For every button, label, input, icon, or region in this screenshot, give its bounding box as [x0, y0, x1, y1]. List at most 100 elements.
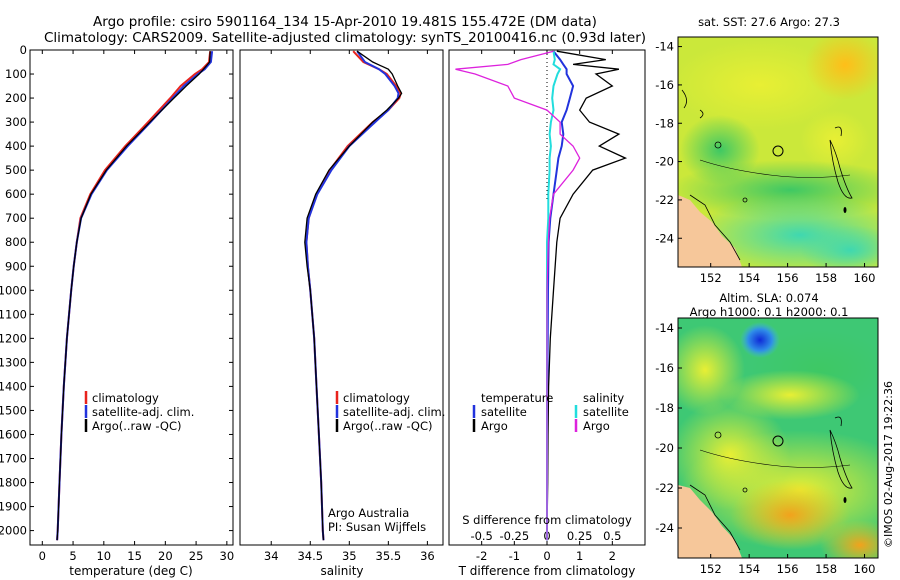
y-tick-label: 2000: [0, 524, 27, 538]
x-tick-label: 10: [96, 549, 111, 563]
difference-xlabel: T difference from climatology: [458, 564, 636, 578]
profile-legend-2: climatology satellite-adj. clim. Argo(..…: [335, 391, 445, 433]
sst-map-ticks: 152 154 156 158 160 -14 -16 -18 -20 -22 -24: [655, 40, 875, 285]
salinity-panel: 34 34.5 35 35.5 36 salinity climatology sate…: [239, 49, 445, 578]
legend-t-argo: Argo: [481, 419, 508, 433]
y-tick-label: 700: [5, 211, 27, 225]
map-x-tick-label: 152: [700, 271, 722, 285]
s-tick-label: -0.25: [499, 529, 529, 543]
title-line-1: Argo profile: csiro 5901164_134 15-Apr-2…: [93, 14, 597, 30]
y-tick-label: 600: [5, 187, 27, 201]
y-tick-label: 1600: [0, 427, 27, 441]
series-line-climatology: [56, 51, 212, 541]
y-tick-label: 1300: [0, 355, 27, 369]
legend-temperature-header: temperature: [481, 391, 553, 405]
difference-panel: -2 -1 0 1 2-0.5 -0.25 0 0.25 0.5 S difference fr…: [448, 49, 646, 578]
credit-line-1: Argo Australia: [328, 506, 409, 520]
y-tick-label: 400: [5, 139, 27, 153]
temperature-axes-box: [29, 49, 234, 546]
x-tick-label: 25: [189, 549, 204, 563]
legend-label-climatology: climatology: [92, 391, 159, 405]
y-tick-label: 1100: [0, 307, 27, 321]
map-y-tick-label: -20: [655, 155, 674, 169]
sla-map-field: [678, 318, 878, 558]
legend-salinity-header: salinity: [583, 391, 624, 405]
series-line-s-argo: [455, 50, 581, 541]
x-tick-label: 1: [576, 549, 583, 563]
legend-label-argo: Argo(..raw -QC): [343, 419, 433, 433]
s-tick-label: 0.5: [603, 529, 621, 543]
legend-label-satellite: satellite-adj. clim.: [343, 405, 445, 419]
x-tick-label: 5: [69, 549, 76, 563]
map-x-tick-label: 160: [854, 562, 876, 576]
map-y-tick-label: -22: [655, 193, 674, 207]
map-y-tick-label: -24: [655, 521, 674, 535]
y-tick-label: 900: [5, 259, 27, 273]
x-tick-label: 15: [127, 549, 142, 563]
difference-lines: [455, 50, 628, 541]
imos-timestamp: ©IMOS 02-Aug-2017 19:22:36: [882, 381, 895, 548]
x-tick-label: 35: [342, 549, 357, 563]
x-tick-label: 30: [220, 549, 235, 563]
y-tick-label: 500: [5, 163, 27, 177]
y-tick-label: 1400: [0, 379, 27, 393]
series-line-argo-raw-qc-: [56, 51, 211, 541]
legend-label-argo: Argo(..raw -QC): [92, 419, 182, 433]
sst-map-field: [678, 37, 878, 267]
title-line-2: Climatology: CARS2009. Satellite-adjuste…: [44, 30, 646, 46]
map-x-tick-label: 154: [738, 562, 760, 576]
y-tick-label: 300: [5, 115, 27, 129]
float-position-marker: [772, 145, 784, 157]
y-tick-label: 1900: [0, 500, 27, 514]
x-tick-label: 0: [39, 549, 46, 563]
map-y-tick-label: -18: [655, 116, 674, 130]
sst-map-title: sat. SST: 27.6 Argo: 27.3: [698, 15, 840, 29]
sst-map-frame: [677, 36, 879, 268]
s-tick-label: -0.5: [470, 529, 492, 543]
x-tick-label: 20: [158, 549, 173, 563]
map-y-tick-label: -16: [655, 361, 674, 375]
y-tick-label: 1800: [0, 476, 27, 490]
profile-legend-1: climatology satellite-adj. clim. Argo(..…: [84, 391, 194, 433]
temperature-lines: [56, 51, 214, 541]
map-y-tick-label: -14: [655, 321, 674, 335]
x-tick-label: 36: [420, 549, 435, 563]
s-tick-label: 0.25: [567, 529, 593, 543]
x-tick-label: 0: [543, 549, 550, 563]
map-x-tick-label: 156: [777, 271, 799, 285]
x-tick-label: -2: [476, 549, 487, 563]
map-x-tick-label: 156: [777, 562, 799, 576]
map-x-tick-label: 160: [854, 271, 876, 285]
y-tick-label: 1500: [0, 403, 27, 417]
map-y-tick-label: -20: [655, 441, 674, 455]
salinity-ticks: 34 34.5 35 35.5 36: [264, 50, 435, 563]
salinity-lines: [304, 50, 403, 541]
salinity-xlabel: salinity: [320, 564, 363, 578]
map-y-tick-label: -16: [655, 78, 674, 92]
x-tick-label: 35.5: [376, 549, 402, 563]
temperature-ticks: 0 100 200 300 400 500 600 700 800 900 1000 1100 1200…: [0, 43, 234, 563]
legend-t-satellite: satellite: [481, 405, 527, 419]
sla-map-title-2: Argo h1000: 0.1 h2000: 0.1: [690, 305, 849, 319]
map-y-tick-label: -22: [655, 481, 674, 495]
x-tick-label: -1: [509, 549, 520, 563]
sla-map-title-1: Altim. SLA: 0.074: [719, 291, 818, 305]
temperature-panel: 0 100 200 300 400 500 600 700 800 900 1000 1100 1200…: [0, 43, 234, 578]
legend-label-climatology: climatology: [343, 391, 410, 405]
map-y-tick-label: -14: [655, 40, 674, 54]
y-tick-label: 1000: [0, 283, 27, 297]
series-line-satellite-adj-clim-: [56, 51, 214, 541]
x-tick-label: 2: [609, 549, 616, 563]
y-tick-label: 800: [5, 235, 27, 249]
difference-ticks: -2 -1 0 1 2-0.5 -0.25 0 0.25 0.5: [470, 50, 621, 563]
x-tick-label: 34: [264, 549, 279, 563]
y-tick-label: 200: [5, 91, 27, 105]
map-x-tick-label: 158: [815, 271, 837, 285]
legend-s-argo: Argo: [583, 419, 610, 433]
legend-s-satellite: satellite: [583, 405, 629, 419]
y-tick-label: 1200: [0, 331, 27, 345]
sla-map-ticks: 152 154 156 158 160 -14 -16 -18 -20 -22 -24: [655, 321, 875, 576]
y-tick-label: 100: [5, 67, 27, 81]
sla-map: Altim. SLA: 0.074 Argo h1000: 0.1 h2000:…: [655, 291, 879, 576]
